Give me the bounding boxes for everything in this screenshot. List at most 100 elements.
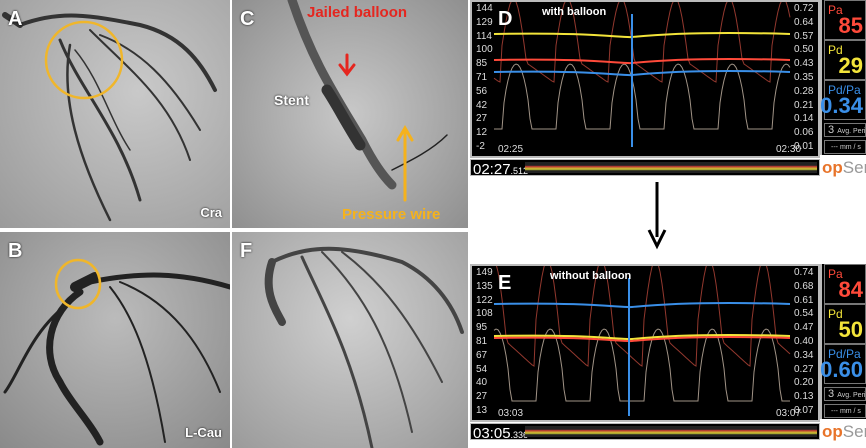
timeline-bar[interactable]: 03:05.336 — [470, 423, 820, 442]
time-start: 03:03 — [498, 408, 524, 419]
mean-pressure-line — [493, 334, 791, 341]
avg-label: Avg. Peri — [837, 128, 866, 135]
left-axis-tick: 56 — [476, 85, 488, 97]
left-axis-tick: -2 — [476, 141, 485, 152]
right-axis-tick: 0.34 — [794, 349, 814, 361]
current-time: 03:05.336 — [473, 425, 528, 442]
pa-waveform — [493, 0, 791, 83]
right-axis-tick: 0.07 — [794, 405, 814, 416]
panel-label: C — [240, 8, 255, 30]
opsens-logo: opSens — [822, 158, 866, 177]
coronary-vessels — [264, 246, 464, 448]
left-axis-tick: 67 — [476, 349, 488, 361]
avg-label: Avg. Peri — [837, 392, 866, 399]
average-periods[interactable]: 3 Avg. Peri — [824, 387, 866, 401]
time-start: 02:25 — [498, 144, 524, 155]
mean-pressure-line — [493, 336, 791, 343]
angiogram-panel-b: B L-Cau — [0, 232, 230, 448]
left-axis-tick: 42 — [476, 99, 488, 111]
lesion-circle — [44, 20, 124, 100]
pa-waveform — [493, 259, 791, 367]
panel-label: F — [240, 240, 253, 262]
timeline-bar[interactable]: 02:27.512 — [470, 159, 820, 178]
angiogram-panel-c: C Jailed balloon Stent Pressure wire — [232, 0, 468, 228]
left-axis-tick: 114 — [476, 30, 492, 42]
left-axis-tick: 95 — [476, 322, 488, 334]
right-axis-tick: 0.27 — [794, 363, 814, 375]
time-end: 03:07 — [776, 408, 802, 419]
avg-count: 3 — [828, 388, 835, 400]
timeline-overview[interactable] — [525, 426, 817, 437]
average-periods[interactable]: 3 Avg. Peri — [824, 123, 866, 137]
right-axis-tick: 0.28 — [794, 85, 814, 97]
coronary-vessels — [2, 12, 217, 222]
right-axis-tick: 0.47 — [794, 322, 814, 334]
pd-label: Pd — [828, 307, 843, 321]
pd-pa-label: Pd/Pa — [828, 83, 861, 97]
view-label: Cra — [200, 205, 222, 220]
right-axis-tick: 0.54 — [794, 308, 814, 320]
pd-value: 29 — [838, 53, 863, 78]
mean-pressure-line — [493, 70, 791, 77]
time-ms: .336 — [510, 430, 529, 440]
panel-label: E — [498, 272, 512, 294]
panel-label: B — [8, 240, 23, 262]
pa-value: 84 — [838, 277, 863, 302]
readout-sidebar: Pa 84 Pd 50 Pd/Pa 0.60 3 Avg. Peri --- mm /… — [820, 264, 866, 419]
pd-waveform — [493, 328, 790, 402]
current-time: 02:27.512 — [473, 161, 528, 178]
pd-pa-label: Pd/Pa — [828, 347, 861, 361]
pd-value: 50 — [838, 317, 863, 342]
right-axis-tick: 0.13 — [794, 391, 814, 403]
right-axis-tick: 0.61 — [794, 294, 814, 306]
time-main: 02:27 — [473, 161, 511, 178]
left-axis-tick: 12 — [476, 127, 488, 139]
pa-label: Pa — [828, 267, 843, 281]
condition-caption: without balloon — [550, 270, 632, 282]
left-axis-tick: 108 — [476, 308, 493, 320]
pressure-traces — [493, 0, 791, 147]
time-main: 03:05 — [473, 425, 511, 442]
sweep-speed[interactable]: --- mm / s — [824, 140, 866, 154]
mean-pressure-line — [493, 58, 791, 65]
opsens-logo: opSens — [822, 422, 866, 441]
left-axis-tick: 13 — [476, 405, 488, 416]
pd-pa-value: 0.34 — [820, 93, 863, 118]
jailed-balloon-label: Jailed balloon — [307, 4, 408, 21]
mean-pressure-line — [493, 32, 791, 39]
mean-pressure-line — [493, 302, 791, 309]
left-axis-tick: 27 — [476, 391, 488, 403]
pa-value: 85 — [838, 13, 863, 38]
stent-view — [287, 0, 448, 202]
coronary-vessels — [3, 258, 230, 446]
timeline-overview[interactable] — [525, 162, 817, 173]
pressure-monitor-d: D with balloon 144 129 114 100 85 71 56 42 27 12 -2… — [470, 0, 820, 158]
left-axis-tick: 54 — [476, 363, 488, 375]
right-axis-tick: 0.01 — [794, 141, 814, 152]
left-axis-tick: 144 — [476, 3, 493, 14]
right-axis-tick: 0.21 — [794, 99, 814, 111]
down-arrow-icon — [647, 182, 667, 250]
right-axis-tick: 0.64 — [794, 16, 814, 28]
time-ms: .512 — [510, 166, 529, 176]
stent-label: Stent — [274, 92, 309, 108]
view-label: L-Cau — [185, 425, 222, 440]
right-axis-tick: 0.74 — [794, 267, 814, 278]
left-axis-tick: 135 — [476, 280, 493, 292]
condition-caption: with balloon — [542, 6, 607, 18]
right-axis-tick: 0.43 — [794, 58, 814, 70]
left-axis-tick: 81 — [476, 336, 488, 347]
pressure-monitor-e: E without balloon 149 135 122 108 95 81 67 54 40 2… — [470, 259, 820, 422]
left-axis-tick: 129 — [476, 16, 493, 28]
lesion-circle — [54, 258, 102, 310]
right-axis-tick: 0.40 — [794, 336, 814, 347]
right-axis-tick: 0.14 — [794, 113, 814, 125]
sweep-speed[interactable]: --- mm / s — [824, 404, 866, 418]
left-axis-tick: 100 — [476, 44, 493, 56]
right-axis-tick: 0.72 — [794, 3, 814, 14]
panel-label: A — [8, 8, 23, 30]
left-axis-tick: 40 — [476, 377, 488, 389]
avg-count: 3 — [828, 124, 835, 136]
right-axis-tick: 0.57 — [794, 30, 814, 42]
panel-label: D — [498, 8, 513, 30]
